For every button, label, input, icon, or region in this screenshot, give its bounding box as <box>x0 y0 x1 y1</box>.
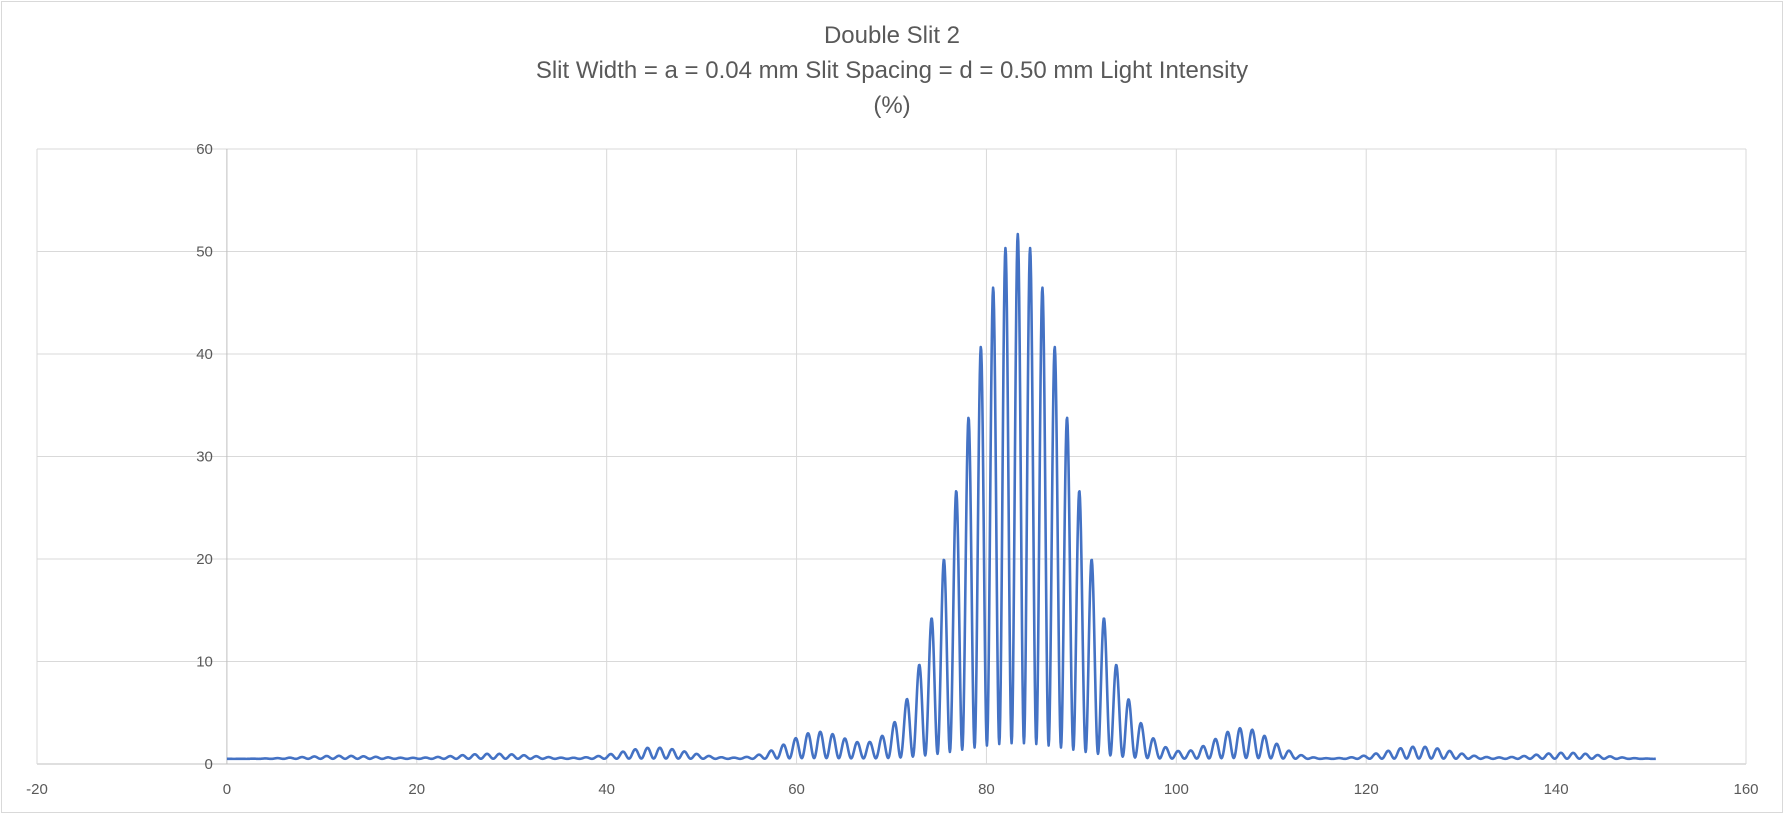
chart-subtitle-line-1: Slit Width = a = 0.04 mm Slit Spacing = … <box>535 57 1249 84</box>
x-tick-label: -20 <box>26 781 48 798</box>
x-tick-label: 120 <box>1354 781 1379 798</box>
y-tick-label: 40 <box>196 346 213 363</box>
chart-title-block: Double Slit 2 Slit Width = a = 0.04 mm S… <box>0 18 1784 123</box>
chart-title: Double Slit 2 <box>823 22 961 49</box>
x-tick-label: 100 <box>1164 781 1189 798</box>
y-tick-label: 60 <box>196 141 213 158</box>
x-tick-label: 0 <box>223 781 231 798</box>
x-tick-label: 20 <box>408 781 425 798</box>
y-tick-label: 50 <box>196 244 213 261</box>
y-tick-label: 30 <box>196 449 213 466</box>
x-tick-label: 40 <box>598 781 615 798</box>
x-tick-label: 80 <box>978 781 995 798</box>
x-tick-label: 140 <box>1544 781 1569 798</box>
y-gridlines <box>37 148 1746 765</box>
y-tick-labels: 0 10 20 30 40 50 60 <box>196 141 213 773</box>
chart-subtitle-line-2: (%) <box>873 92 911 119</box>
x-tick-labels: -20 0 20 40 60 80 100 120 140 160 <box>26 781 1758 798</box>
y-tick-label: 20 <box>196 551 213 568</box>
x-tick-label: 60 <box>788 781 805 798</box>
x-gridlines <box>36 149 1747 764</box>
y-tick-label: 10 <box>196 654 213 671</box>
series-layer <box>226 232 1657 761</box>
x-tick-label: 160 <box>1733 781 1758 798</box>
y-tick-label: 0 <box>205 756 213 773</box>
intensity-series-line <box>226 232 1657 761</box>
